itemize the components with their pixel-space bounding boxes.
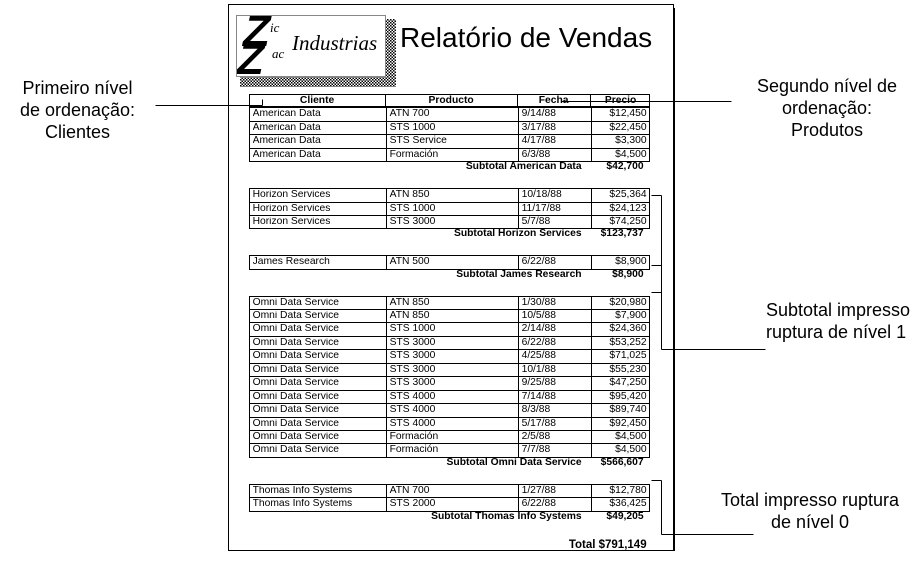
svg-text:ic: ic bbox=[270, 20, 280, 35]
svg-text:Z: Z bbox=[237, 35, 269, 77]
svg-text:ac: ac bbox=[272, 46, 285, 61]
svg-text:Industrias: Industrias bbox=[291, 31, 377, 55]
